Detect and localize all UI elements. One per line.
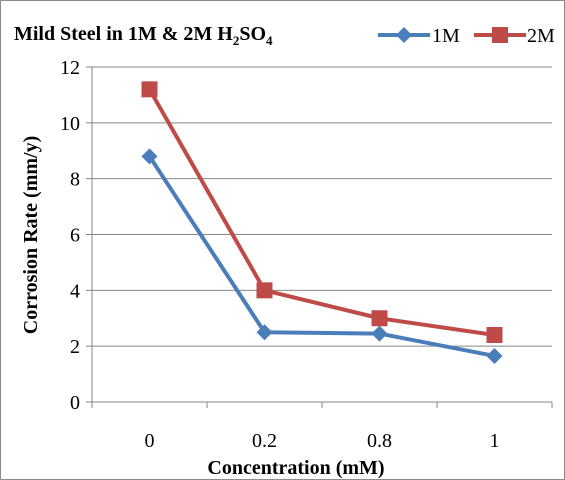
series-1m: [141, 148, 503, 364]
y-tick-label: 2: [70, 336, 80, 358]
legend-label-2m: 2M: [527, 25, 555, 47]
x-tick-label: 0.2: [252, 430, 277, 452]
data-point-2m: [486, 327, 503, 343]
x-tick-labels: 0 0.2 0.8 1: [145, 430, 500, 452]
x-axis-label: Concentration (mM): [207, 457, 384, 479]
y-tick-label: 10: [60, 113, 80, 135]
data-point-1m: [371, 325, 388, 342]
x-tick-label: 0: [145, 430, 155, 452]
legend-marker-2m: [492, 27, 508, 43]
y-tick-label: 6: [70, 225, 80, 247]
data-point-1m: [256, 324, 273, 341]
y-tick-label: 4: [70, 280, 80, 302]
y-tick-label: 0: [70, 392, 80, 414]
data-point-1m: [486, 347, 503, 364]
data-point-2m: [141, 81, 158, 98]
y-tick-labels: 0 2 4 6 8 10 12: [60, 57, 80, 414]
y-tick-label: 8: [70, 169, 80, 191]
series-line-2m: [147, 88, 495, 337]
legend-item-2m: 2M: [474, 25, 555, 47]
legend-item-1m: 1M: [378, 25, 460, 47]
data-point-1m: [141, 148, 158, 165]
series-2m: [141, 81, 503, 343]
series-line-1m: [147, 155, 495, 358]
data-point-2m: [371, 310, 388, 327]
axes: [86, 66, 553, 408]
legend-marker-1m: [396, 27, 412, 43]
legend: 1M 2M: [378, 25, 555, 47]
chart-title: Mild Steel in 1M & 2M H2SO4: [14, 23, 273, 48]
x-tick-label: 1: [490, 430, 500, 452]
series-layer: [141, 81, 503, 364]
y-tick-label: 12: [60, 57, 80, 79]
x-tick-label: 0.8: [367, 430, 392, 452]
data-point-2m: [256, 282, 273, 299]
y-axis-label: Corrosion Rate (mm/y): [20, 136, 42, 334]
legend-label-1m: 1M: [432, 25, 460, 47]
